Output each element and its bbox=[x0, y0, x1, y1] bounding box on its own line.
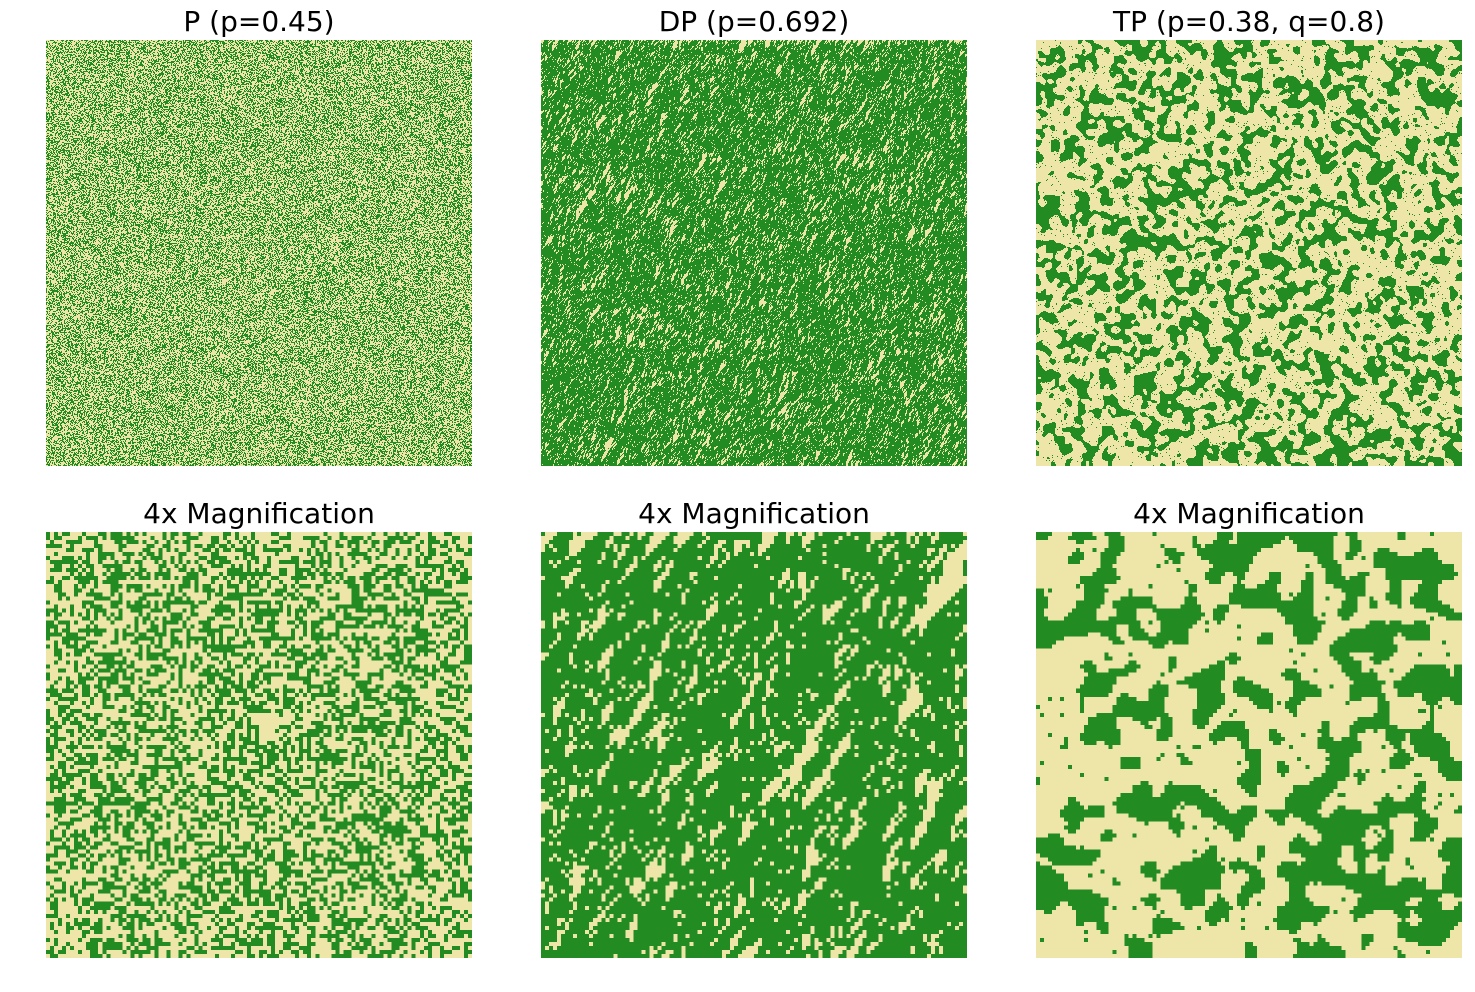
panel-title-tp: TP (p=0.38, q=0.8) bbox=[1113, 5, 1385, 38]
panel-title-p-magnified: 4x Magnification bbox=[143, 497, 375, 530]
panel-title-tp-magnified: 4x Magnification bbox=[1133, 497, 1365, 530]
lattice-grid-tp-magnified bbox=[1036, 532, 1462, 958]
lattice-grid-dp bbox=[541, 40, 967, 466]
panel-title-p: P (p=0.45) bbox=[183, 5, 335, 38]
lattice-grid-tp bbox=[1036, 40, 1462, 466]
panel-title-dp-magnified: 4x Magnification bbox=[638, 497, 870, 530]
lattice-grid-dp-magnified bbox=[541, 532, 967, 958]
lattice-grid-p-magnified bbox=[46, 532, 472, 958]
lattice-grid-p bbox=[46, 40, 472, 466]
panel-title-dp: DP (p=0.692) bbox=[658, 5, 850, 38]
